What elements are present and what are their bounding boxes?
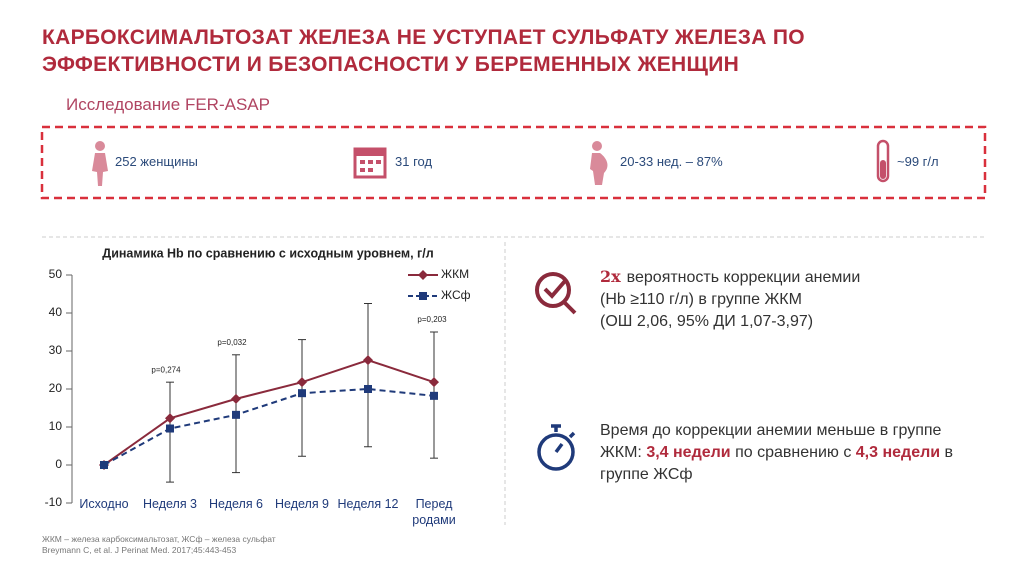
marker [430,391,438,400]
stat: ~99 г/л [897,154,939,169]
title: КАРБОКСИМАЛЬТОЗАТ ЖЕЛЕЗА НЕ УСТУПАЕТ СУЛ… [42,24,805,78]
stat: 31 год [395,154,433,169]
p-value: p=0,274 [151,365,181,374]
badge: 2x [600,267,621,286]
icon-calendar [353,147,387,179]
y-tick-label: 40 [49,305,63,319]
finding: Время до коррекции анемии меньше в групп… [600,420,980,486]
marker [100,461,108,469]
x-tick-label: Неделя 9 [274,497,330,511]
finding-text: (ОШ 2,06, 95% ДИ 1,07-3,97) [600,313,814,330]
finding-text: Время до коррекции анемии меньше в групп… [600,422,942,461]
x-tick-label: Неделя 6 [208,497,264,511]
marker [363,355,373,366]
p-value: p=0,203 [417,315,447,324]
stats-box [40,125,987,200]
footnote-line: Breymann C, et al. J Perinat Med. 2017;4… [42,545,237,555]
finding: 2x вероятность коррекции анемии (Hb ≥110 г… [600,266,860,333]
y-tick-label: 20 [49,381,63,395]
y-tick-label: 0 [55,457,62,471]
marker [429,377,439,388]
x-tick-label: Неделя 12 [337,497,399,511]
icon-woman [92,141,108,186]
legend-label: ЖКМ [441,267,469,281]
finding-text: в группе ЖСф [600,444,954,483]
marker [232,410,240,419]
y-tick-label: 30 [49,343,63,357]
finding-text: вероятность коррекции анемии [626,269,861,286]
stat: 20-33 нед. – 87% [620,154,723,169]
y-tick-label: 10 [49,419,63,433]
x-tick-label: Перед родами [412,497,456,527]
chart-title: Динамика Hb по сравнению с исходным уров… [102,246,433,260]
marker [298,389,306,398]
series-line [103,359,435,466]
y-tick-label: 50 [49,267,63,281]
finding-text: (Hb ≥110 г/л) в группе ЖКМ [600,291,802,308]
x-tick-label: Неделя 3 [142,497,198,511]
legend-marker [418,270,428,280]
icon-pregnant [590,141,608,185]
marker [364,385,372,393]
title-line: ЭФФЕКТИВНОСТИ И БЕЗОПАСНОСТИ У БЕРЕМЕННЫ… [42,53,740,76]
highlight: 4,3 недели [855,444,941,461]
p-value: p=0,032 [217,338,247,347]
legend-label: ЖСф [441,288,471,302]
footnote: ЖКМ – железа карбоксимальтозат, ЖСф – же… [42,534,276,556]
footnote-line: ЖКМ – железа карбоксимальтозат, ЖСф – же… [42,534,276,544]
marker [231,393,241,404]
marker [165,413,175,424]
subtitle: Исследование FER-ASAP [66,95,270,114]
y-tick-label: -10 [45,495,63,509]
marker [297,377,307,388]
x-tick-label: Исходно [79,497,129,511]
stat: 252 женщины [115,154,198,169]
legend-marker [419,292,427,300]
series-line [103,387,435,466]
icon-stopwatch [537,424,576,471]
title-line: КАРБОКСИМАЛЬТОЗАТ ЖЕЛЕЗА НЕ УСТУПАЕТ СУЛ… [42,26,805,49]
finding-text: по сравнению с [730,444,856,461]
highlight: 3,4 недели [646,444,731,461]
icon-check [535,272,577,315]
icon-tube [876,139,890,183]
marker [166,424,174,433]
